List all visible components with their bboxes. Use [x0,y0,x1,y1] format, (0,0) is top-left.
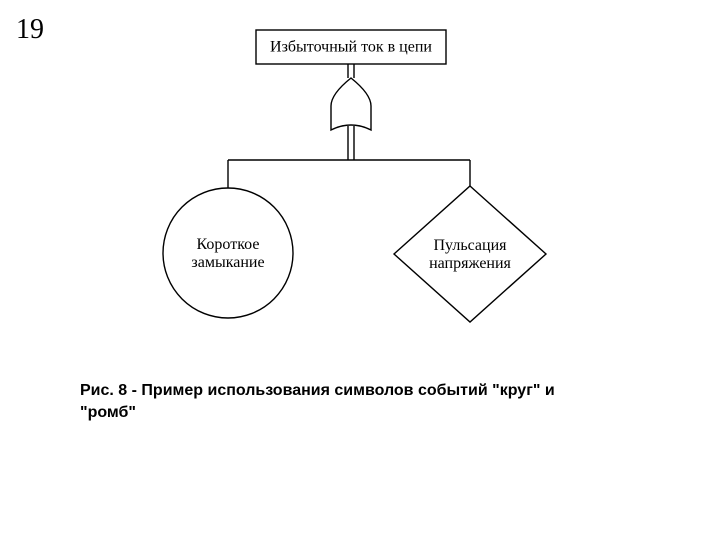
figure-caption: Рис. 8 - Пример использования символов с… [80,380,640,423]
undeveloped-event-diamond [394,186,546,322]
or-gate-icon [331,78,371,130]
diamond-event-line1: Пульсация [433,237,507,254]
circle-event-line2: замыкание [191,254,264,271]
basic-event-circle [163,188,293,318]
diamond-event-line2: напряжения [429,255,511,272]
top-event-label: Избыточный ток в цепи [270,39,432,56]
fault-tree-diagram: Избыточный ток в цепи Короткое замыкание… [0,0,720,540]
circle-event-line1: Короткое [197,236,260,253]
caption-line: Рис. 8 - Пример использования символов с… [80,382,555,399]
caption-line: "ромб" [80,404,136,421]
